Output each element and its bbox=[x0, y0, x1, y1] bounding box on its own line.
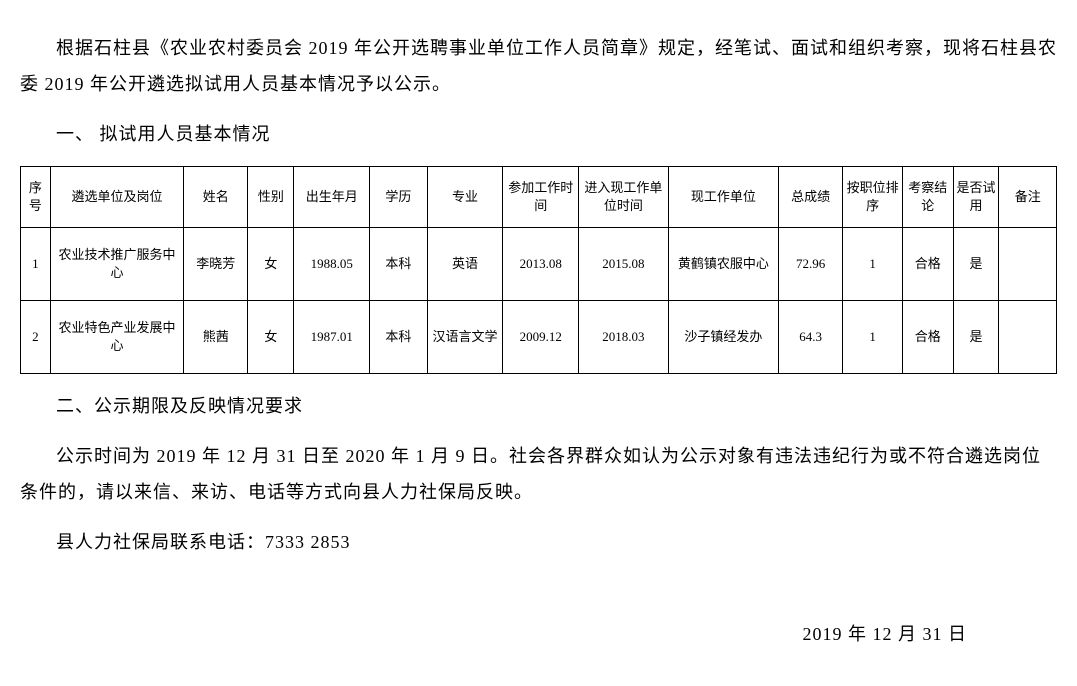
table-cell: 黄鹤镇农服中心 bbox=[668, 228, 778, 301]
section-2-heading: 二、公示期限及反映情况要求 bbox=[20, 388, 1057, 424]
table-cell: 汉语言文学 bbox=[427, 301, 503, 374]
table-cell bbox=[999, 301, 1057, 374]
table-cell: 本科 bbox=[370, 228, 427, 301]
table-header-cell: 现工作单位 bbox=[668, 167, 778, 228]
table-header-cell: 序号 bbox=[21, 167, 51, 228]
table-row: 2农业特色产业发展中心熊茜女1987.01本科汉语言文学2009.122018.… bbox=[21, 301, 1057, 374]
section-1-heading: 一、 拟试用人员基本情况 bbox=[20, 116, 1057, 152]
table-cell: 熊茜 bbox=[184, 301, 248, 374]
table-header-cell: 考察结论 bbox=[903, 167, 954, 228]
table-row: 1农业技术推广服务中心李晓芳女1988.05本科英语2013.082015.08… bbox=[21, 228, 1057, 301]
table-cell: 合格 bbox=[903, 301, 954, 374]
table-cell: 2 bbox=[21, 301, 51, 374]
table-header-cell: 按职位排序 bbox=[843, 167, 903, 228]
table-header-cell: 性别 bbox=[248, 167, 294, 228]
table-cell: 64.3 bbox=[778, 301, 842, 374]
table-cell bbox=[999, 228, 1057, 301]
table-cell: 英语 bbox=[427, 228, 503, 301]
intro-paragraph: 根据石柱县《农业农村委员会 2019 年公开选聘事业单位工作人员简章》规定，经笔… bbox=[20, 30, 1057, 102]
date-line: 2019 年 12 月 31 日 bbox=[20, 616, 1057, 652]
table-cell: 农业技术推广服务中心 bbox=[50, 228, 183, 301]
table-header-cell: 是否试用 bbox=[953, 167, 999, 228]
table-header-cell: 出生年月 bbox=[294, 167, 370, 228]
table-header-cell: 学历 bbox=[370, 167, 427, 228]
table-cell: 女 bbox=[248, 228, 294, 301]
contact-paragraph: 县人力社保局联系电话：7333 2853 bbox=[20, 524, 1057, 560]
table-cell: 1 bbox=[843, 301, 903, 374]
table-cell: 李晓芳 bbox=[184, 228, 248, 301]
table-cell: 1 bbox=[21, 228, 51, 301]
candidates-table: 序号遴选单位及岗位姓名性别出生年月学历专业参加工作时间进入现工作单位时间现工作单… bbox=[20, 166, 1057, 374]
table-cell: 农业特色产业发展中心 bbox=[50, 301, 183, 374]
table-cell: 2009.12 bbox=[503, 301, 579, 374]
table-cell: 1 bbox=[843, 228, 903, 301]
table-cell: 2013.08 bbox=[503, 228, 579, 301]
table-cell: 1987.01 bbox=[294, 301, 370, 374]
table-cell: 合格 bbox=[903, 228, 954, 301]
table-header-row: 序号遴选单位及岗位姓名性别出生年月学历专业参加工作时间进入现工作单位时间现工作单… bbox=[21, 167, 1057, 228]
table-header-cell: 遴选单位及岗位 bbox=[50, 167, 183, 228]
table-cell: 是 bbox=[953, 228, 999, 301]
table-cell: 沙子镇经发办 bbox=[668, 301, 778, 374]
table-header-cell: 参加工作时间 bbox=[503, 167, 579, 228]
table-cell: 本科 bbox=[370, 301, 427, 374]
table-cell: 女 bbox=[248, 301, 294, 374]
table-header-cell: 姓名 bbox=[184, 167, 248, 228]
table-cell: 1988.05 bbox=[294, 228, 370, 301]
table-cell: 2018.03 bbox=[579, 301, 669, 374]
table-header-cell: 备注 bbox=[999, 167, 1057, 228]
table-header-cell: 进入现工作单位时间 bbox=[579, 167, 669, 228]
table-cell: 72.96 bbox=[778, 228, 842, 301]
notice-period-paragraph: 公示时间为 2019 年 12 月 31 日至 2020 年 1 月 9 日。社… bbox=[20, 438, 1057, 510]
table-header-cell: 总成绩 bbox=[778, 167, 842, 228]
table-header-cell: 专业 bbox=[427, 167, 503, 228]
table-cell: 是 bbox=[953, 301, 999, 374]
table-cell: 2015.08 bbox=[579, 228, 669, 301]
